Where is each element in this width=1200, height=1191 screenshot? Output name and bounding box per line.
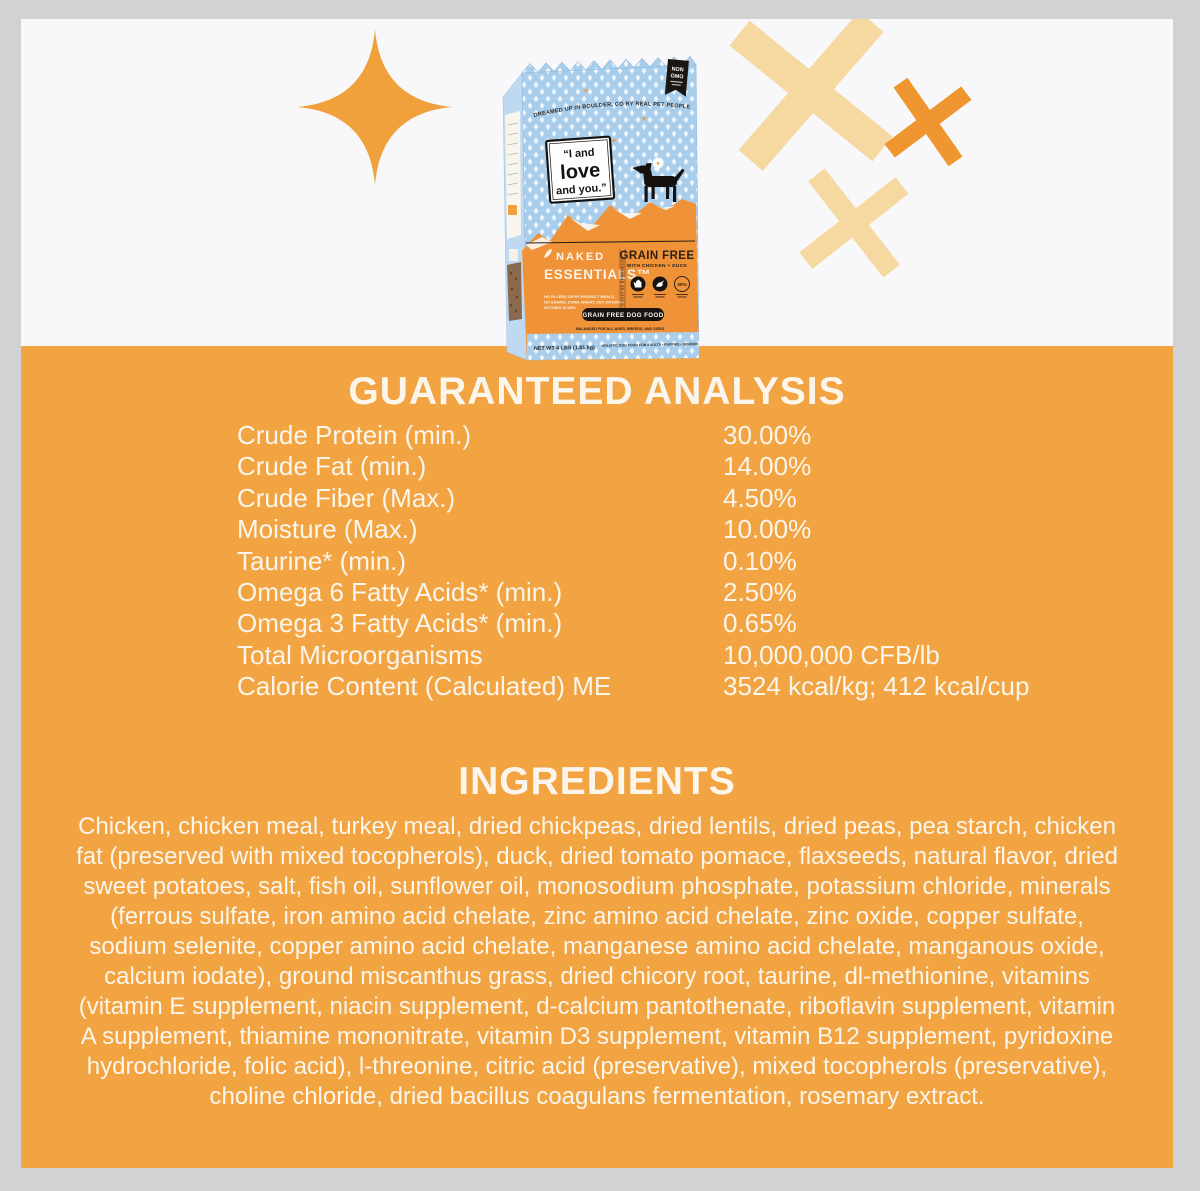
bag-side-gusset — [502, 72, 528, 361]
ingredients-title: INGREDIENTS — [458, 760, 736, 803]
sparkle-icon — [297, 29, 453, 185]
dog-silhouette-icon — [632, 163, 685, 202]
guaranteed-analysis-table: Crude Protein (min.) 30.00% Crude Fat (m… — [237, 420, 1029, 703]
analysis-value: 0.65% — [723, 608, 797, 639]
product-name-block: NAKED ESSENTIALS™ NO FILLERS OR BY-PRODU… — [544, 249, 651, 310]
table-row: Crude Fat (min.) 14.00% — [237, 451, 1029, 482]
chicken-badge-icon — [630, 276, 646, 292]
svg-text:HOLISTIC DOG FOOD FOR ADULTS •: HOLISTIC DOG FOOD FOR ADULTS • PUPPIES •… — [602, 342, 699, 348]
bag-footer: GRAIN FREE DOG FOOD BALANCED FOR ALL AGE… — [527, 308, 699, 360]
svg-text:NOTHING SCARY.: NOTHING SCARY. — [544, 306, 576, 310]
duck-badge-icon — [652, 276, 668, 292]
analysis-label: Omega 3 Fatty Acids* (min.) — [237, 608, 563, 639]
svg-text:THIS IS JUST SO DARN DELISH: THIS IS JUST SO DARN DELISH — [620, 256, 624, 317]
guaranteed-analysis-title: GUARANTEED ANALYSIS — [348, 370, 846, 413]
analysis-value: 3524 kcal/kg; 412 kcal/cup — [723, 671, 1030, 702]
analysis-label: Taurine* (min.) — [237, 545, 407, 576]
hero-artwork: ♥ ♥ ♥ ♥ DREAMED UP IN BOULDER, CO BY REA… — [297, 19, 972, 361]
tape-cross-large-icon — [729, 19, 893, 171]
non-gmo-badge: NON GMO — [664, 59, 689, 97]
percent-badge: 30% — [674, 276, 690, 292]
svg-text:“I and: “I and — [563, 147, 595, 161]
svg-text:love: love — [559, 159, 600, 184]
svg-text:ESSENTIALS™: ESSENTIALS™ — [544, 267, 651, 282]
svg-text:♥: ♥ — [642, 116, 646, 123]
svg-text:♥: ♥ — [656, 162, 660, 168]
analysis-value: 14.00% — [723, 451, 812, 482]
svg-text:NET WT 4 LBS (1.81 kg): NET WT 4 LBS (1.81 kg) — [534, 345, 595, 352]
table-row: Calorie Content (Calculated) ME 3524 kca… — [237, 671, 1029, 702]
analysis-label: Calorie Content (Calculated) ME — [237, 671, 612, 702]
analysis-label: Crude Protein (min.) — [237, 420, 472, 450]
table-row: Taurine* (min.) 0.10% — [237, 546, 1029, 577]
analysis-value: 10,000,000 CFB/lb — [723, 639, 940, 670]
leaf-icon — [544, 249, 552, 258]
svg-text:♥: ♥ — [584, 88, 588, 95]
svg-text:BALANCED FOR ALL AGES, BREEDS,: BALANCED FOR ALL AGES, BREEDS, AND SIZES — [576, 327, 664, 331]
table-row: Omega 3 Fatty Acids* (min.) 0.65% — [237, 608, 1029, 639]
svg-text:GRAIN FREE: GRAIN FREE — [620, 250, 695, 262]
analysis-label: Omega 6 Fatty Acids* (min.) — [237, 576, 563, 607]
table-row: Crude Fiber (Max.) 4.50% — [237, 483, 1029, 514]
table-row: Moisture (Max.) 10.00% — [237, 514, 1029, 545]
table-row: Crude Protein (min.) 30.00% — [237, 420, 1029, 451]
orange-section-background — [21, 346, 1173, 1168]
svg-text:♥: ♥ — [612, 138, 616, 145]
brand-logo: “I and love and you.” — [545, 135, 616, 204]
svg-text:NO GRAINS, CORN, WHEAT, SOY OR: NO GRAINS, CORN, WHEAT, SOY OR RICE... — [544, 301, 624, 305]
analysis-value: 2.50% — [723, 576, 797, 607]
product-bag-image: ♥ ♥ ♥ ♥ DREAMED UP IN BOULDER, CO BY REA… — [502, 55, 700, 361]
table-row: Omega 6 Fatty Acids* (min.) 2.50% — [237, 577, 1029, 608]
svg-text:30%: 30% — [677, 282, 687, 288]
svg-text:GRAIN FREE DOG FOOD: GRAIN FREE DOG FOOD — [582, 312, 663, 319]
tape-cross-small-icon — [884, 77, 972, 167]
kibble-photo — [507, 262, 522, 321]
vertical-note: THIS IS JUST SO DARN DELISH — [619, 249, 626, 319]
svg-text:NO FILLERS OR BY-PRODUCT MEALS: NO FILLERS OR BY-PRODUCT MEALS, — [544, 295, 615, 299]
svg-text:WITH CHICKEN + DUCK: WITH CHICKEN + DUCK — [627, 263, 688, 269]
analysis-section: GUARANTEED ANALYSIS Crude Protein (min.)… — [21, 346, 1173, 1168]
heart-bubble-icon: ♥ — [652, 157, 664, 173]
analysis-label: Moisture (Max.) — [237, 514, 418, 545]
bag-crimp-top — [521, 55, 697, 74]
analysis-label: Total Microorganisms — [237, 639, 483, 670]
analysis-value: 4.50% — [723, 482, 797, 513]
grain-free-block: GRAIN FREE WITH CHICKEN + DUCK 30% — [620, 250, 695, 298]
analysis-value: 10.00% — [723, 514, 812, 545]
tape-cross-medium-icon — [799, 168, 909, 278]
analysis-value: 0.10% — [723, 545, 797, 576]
svg-text:NAKED: NAKED — [556, 251, 605, 263]
svg-text:and you.”: and you.” — [556, 182, 607, 198]
analysis-label: Crude Fat (min.) — [237, 451, 427, 482]
analysis-value: 30.00% — [723, 420, 812, 450]
table-row: Total Microorganisms 10,000,000 CFB/lb — [237, 640, 1029, 671]
ingredients-text: Chicken, chicken meal, turkey meal, drie… — [76, 813, 1118, 1110]
analysis-label: Crude Fiber (Max.) — [237, 482, 456, 513]
product-info-card: ♥ ♥ ♥ ♥ DREAMED UP IN BOULDER, CO BY REA… — [21, 19, 1173, 1168]
svg-text:NON: NON — [671, 66, 684, 73]
svg-text:GMO: GMO — [670, 73, 683, 80]
